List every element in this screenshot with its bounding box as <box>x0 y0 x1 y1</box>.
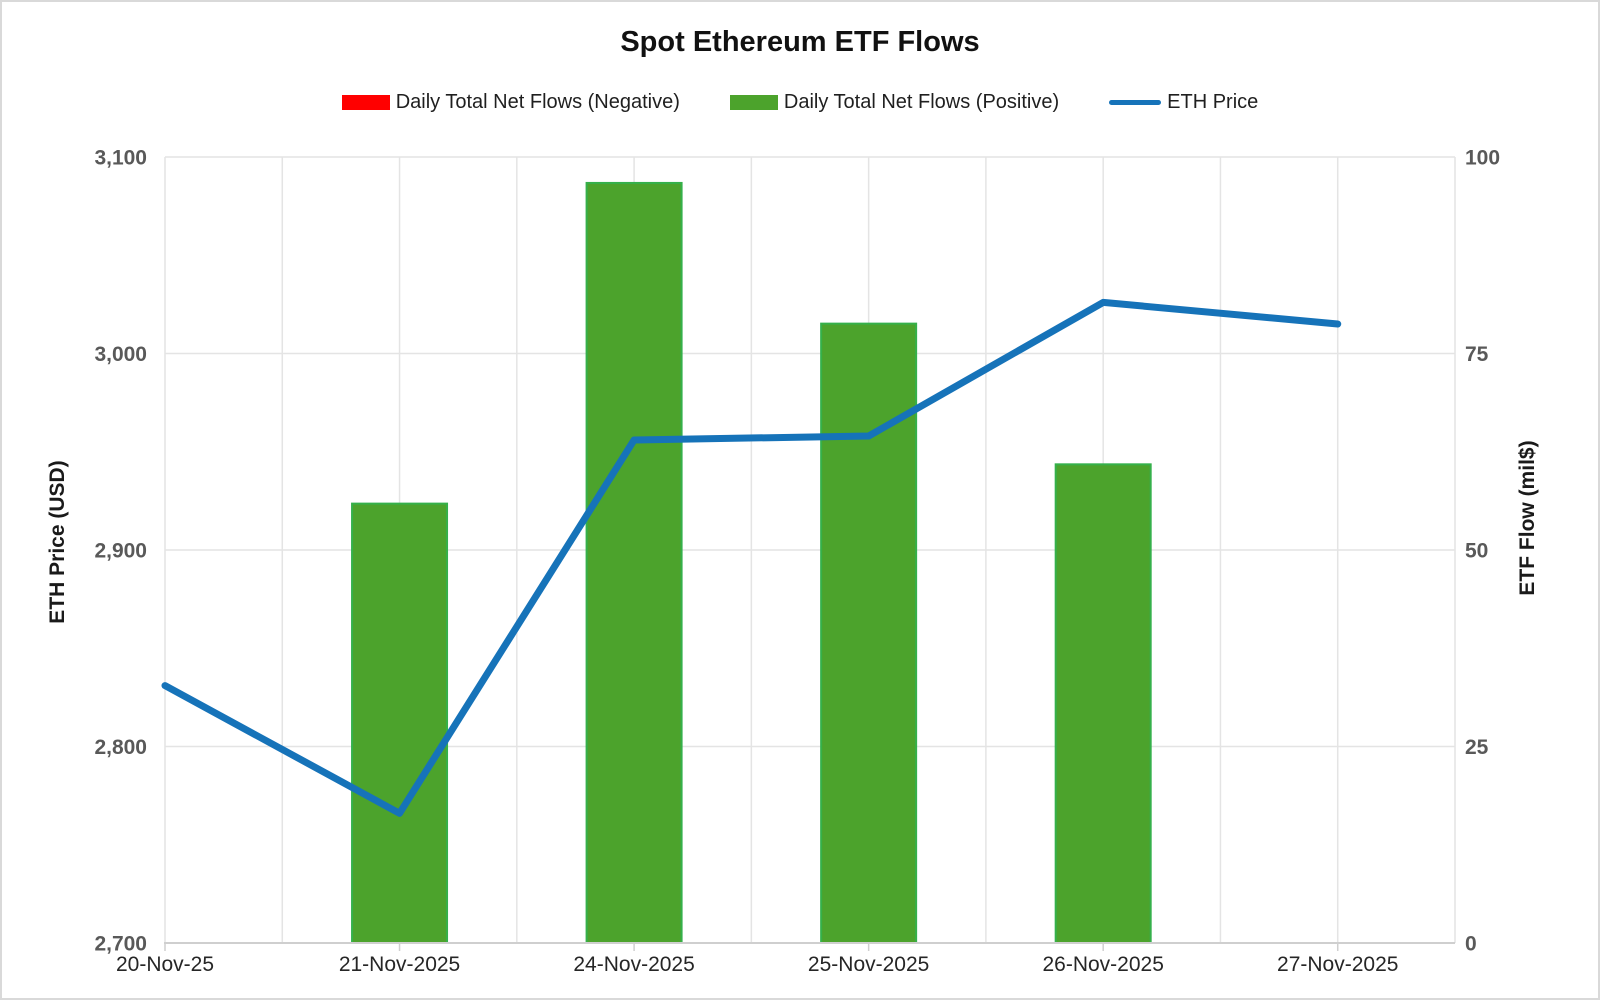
x-label-21-Nov-2025: 21-Nov-2025 <box>339 953 460 976</box>
eth-price-polyline <box>161 298 1342 817</box>
eth-price-line <box>161 298 1342 817</box>
right-tick-50: 50 <box>1465 540 1488 563</box>
x-label-26-Nov-2025: 26-Nov-2025 <box>1042 953 1163 976</box>
x-axis-labels: 20-Nov-25 21-Nov-2025 24-Nov-2025 25-Nov-20… <box>116 953 1398 976</box>
left-tick-2,800: 2,800 <box>94 736 147 759</box>
right-tick-0: 0 <box>1465 933 1477 956</box>
bar-26-Nov-2025 <box>1054 463 1152 944</box>
bar-21-Nov-2025 <box>351 502 449 944</box>
left-tick-3,000: 3,000 <box>94 343 147 366</box>
legend-label-positive-flows: Daily Total Net Flows (Positive) <box>783 90 1060 113</box>
right-tick-100: 100 <box>1465 147 1500 170</box>
flow-bars <box>351 181 1152 945</box>
legend-item-positive-flows: Daily Total Net Flows (Positive) <box>729 90 1060 114</box>
right-tick-25: 25 <box>1465 736 1489 759</box>
legend: Daily Total Net Flows (Negative) Daily To… <box>2 88 1598 116</box>
left-axis-title: ETH Price (USD) <box>46 460 69 624</box>
x-label-27-Nov-2025: 27-Nov-2025 <box>1277 953 1398 976</box>
gridlines <box>164 156 1456 943</box>
chart-title: Spot Ethereum ETF Flows <box>620 26 980 58</box>
legend-label-eth-price: ETH Price <box>1167 90 1259 113</box>
x-axis-line <box>164 942 1455 951</box>
left-tick-3,100: 3,100 <box>94 147 147 170</box>
legend-item-eth-price: ETH Price <box>1109 91 1258 114</box>
legend-swatch-negative-flows <box>341 94 390 110</box>
legend-item-negative-flows: Daily Total Net Flows (Negative) <box>341 90 680 114</box>
x-label-24-Nov-2025: 24-Nov-2025 <box>573 953 694 976</box>
bar-24-Nov-2025 <box>585 181 683 945</box>
bar-25-Nov-2025 <box>820 322 918 944</box>
left-tick-2,700: 2,700 <box>94 933 147 956</box>
x-label-20-Nov-25: 20-Nov-25 <box>116 953 214 976</box>
legend-swatch-positive-flows <box>729 94 778 110</box>
right-axis-title: ETF Flow (mil$) <box>1516 440 1539 596</box>
y-axis-labels-right: 100 75 50 25 0 <box>1465 147 1500 956</box>
x-label-25-Nov-2025: 25-Nov-2025 <box>808 953 929 976</box>
left-tick-2,900: 2,900 <box>94 540 147 563</box>
y-axis-labels-left: 3,100 3,000 2,900 2,800 2,700 <box>94 147 147 956</box>
legend-label-negative-flows: Daily Total Net Flows (Negative) <box>395 90 680 113</box>
legend-swatch-eth-price <box>1109 99 1162 105</box>
right-tick-75: 75 <box>1465 343 1489 366</box>
